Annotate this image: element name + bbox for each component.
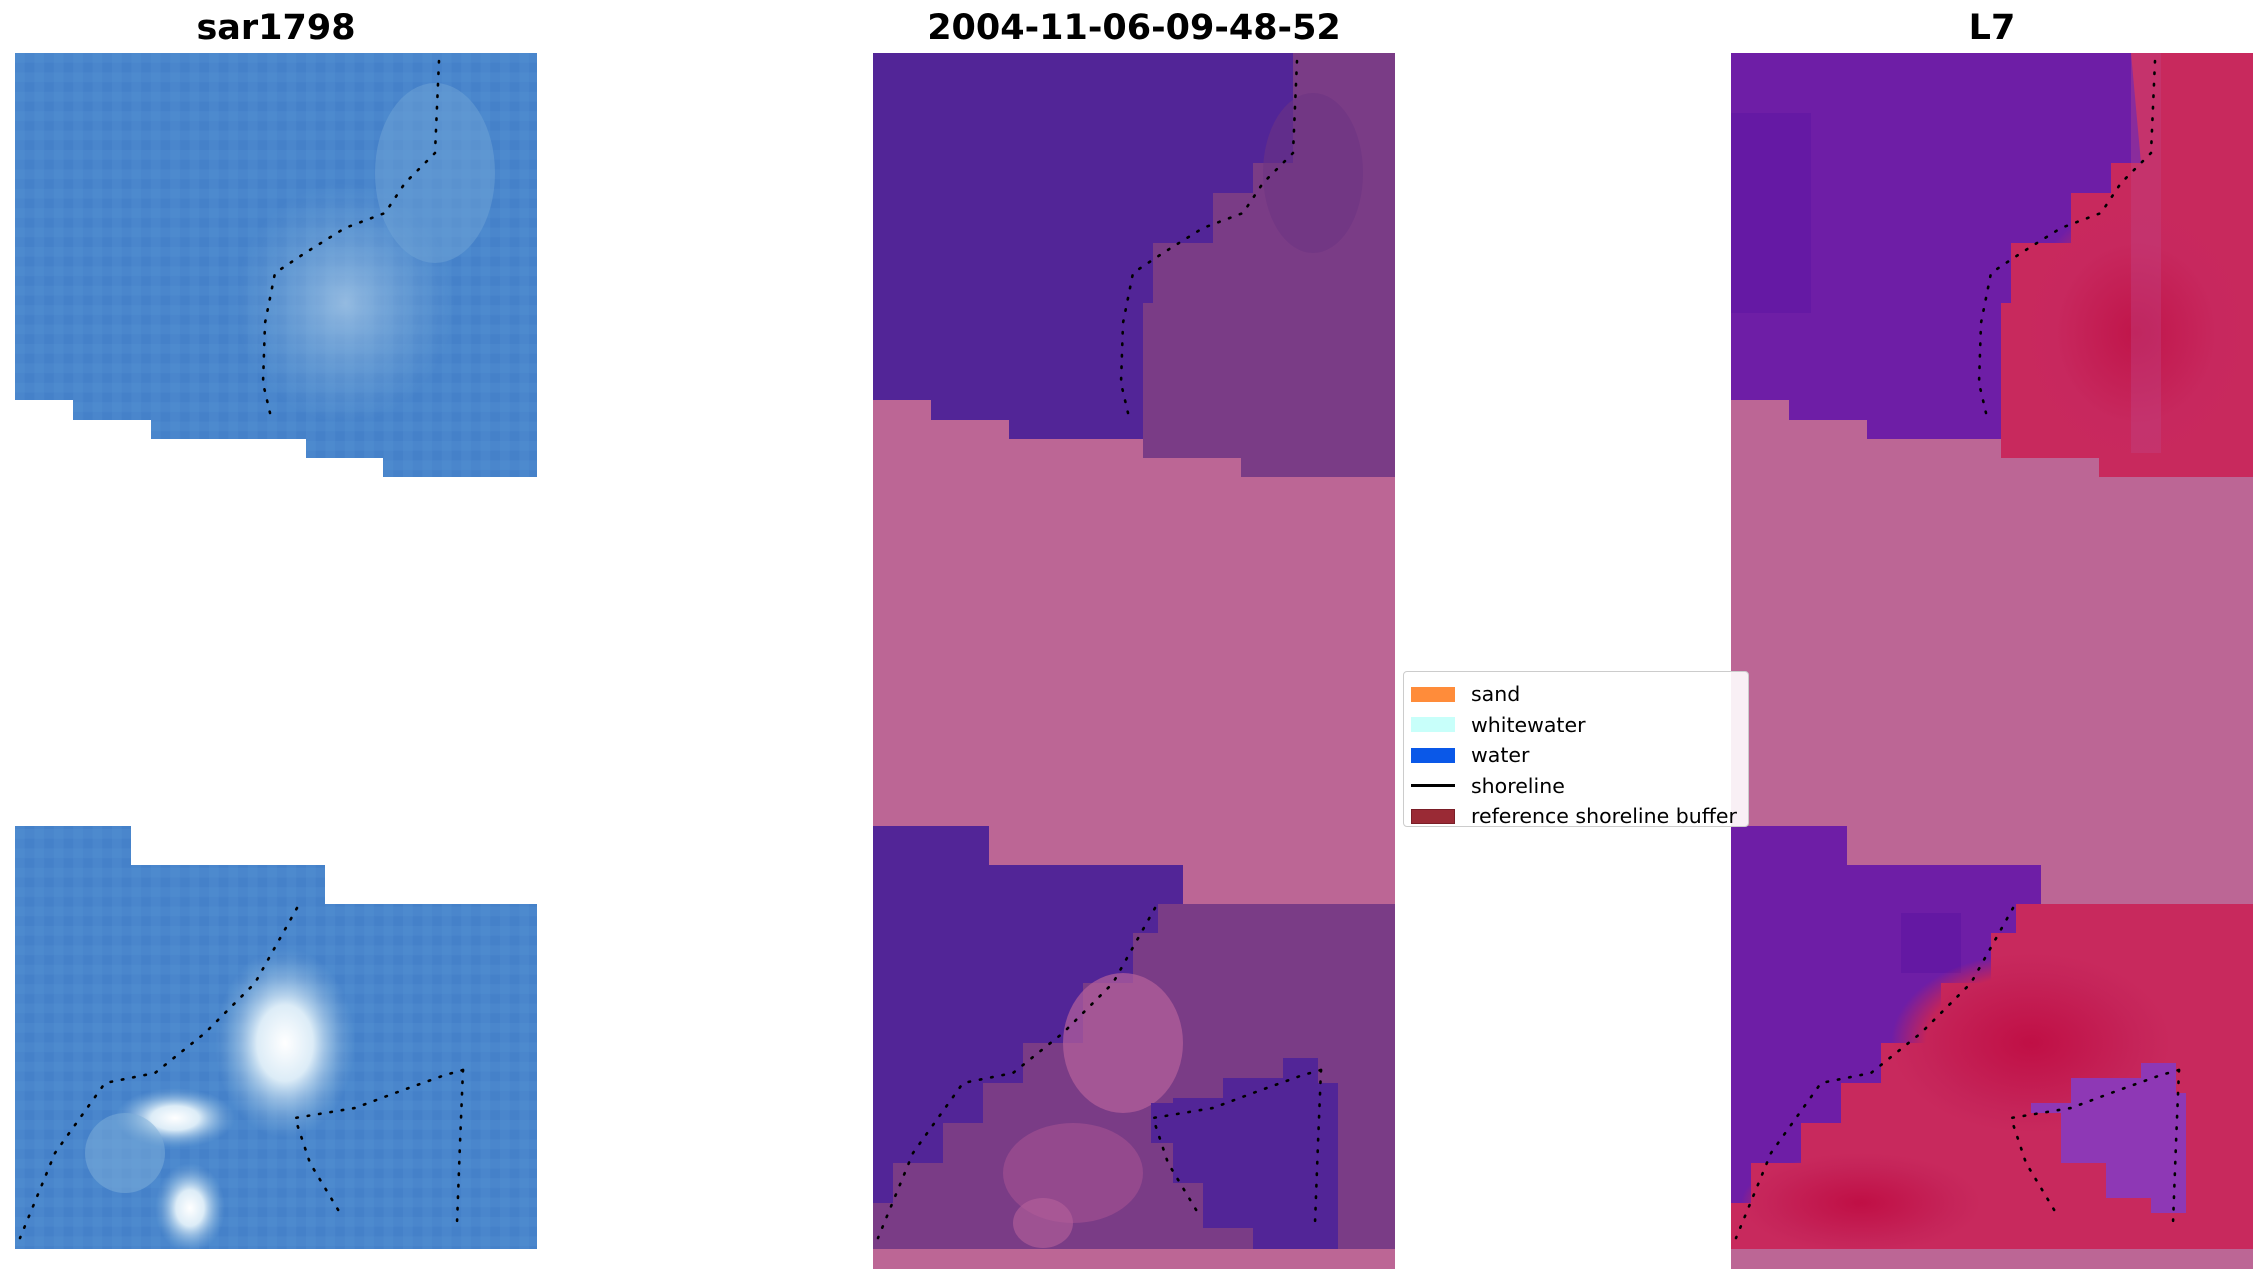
shoreline-bottom-c xyxy=(455,1068,465,1225)
legend-label: shoreline xyxy=(1471,773,1565,798)
legend-swatch-buffer xyxy=(1411,808,1455,824)
legend-label: water xyxy=(1471,743,1530,768)
legend-label: whitewater xyxy=(1471,712,1586,737)
index-low-pocket xyxy=(2031,1063,2186,1213)
classified-water-pocket xyxy=(1151,1058,1338,1249)
panel-title-rgb: sar1798 xyxy=(196,8,356,48)
classified-water-top xyxy=(873,53,1293,439)
legend-line-shoreline xyxy=(1411,784,1455,788)
panel-title-index: L7 xyxy=(1968,8,2016,48)
classified-water-bottom xyxy=(873,826,1183,1203)
shoreline-bottom-a xyxy=(18,906,299,1240)
panel-title-classified: 2004-11-06-09-48-52 xyxy=(927,8,1341,48)
legend-item-shoreline: shoreline xyxy=(1411,771,1748,802)
classified-image-panel xyxy=(873,53,1395,1269)
legend-item-sand: sand xyxy=(1411,679,1748,710)
legend: sand whitewater water shoreline referenc… xyxy=(1403,671,1749,828)
index-low-bottom xyxy=(1731,826,2041,1203)
index-image-panel xyxy=(1731,53,2253,1269)
legend-item-whitewater: whitewater xyxy=(1411,710,1748,741)
rgb-image-panel xyxy=(15,53,537,1249)
legend-swatch-whitewater xyxy=(1411,717,1455,733)
legend-label: sand xyxy=(1471,682,1521,707)
legend-swatch-sand xyxy=(1411,686,1455,702)
legend-item-water: water xyxy=(1411,740,1748,771)
shoreline-bottom-b xyxy=(293,1068,465,1215)
legend-swatch-water xyxy=(1411,747,1455,763)
legend-label: reference shoreline buffer xyxy=(1471,804,1737,829)
legend-item-buffer: reference shoreline buffer xyxy=(1411,801,1748,832)
